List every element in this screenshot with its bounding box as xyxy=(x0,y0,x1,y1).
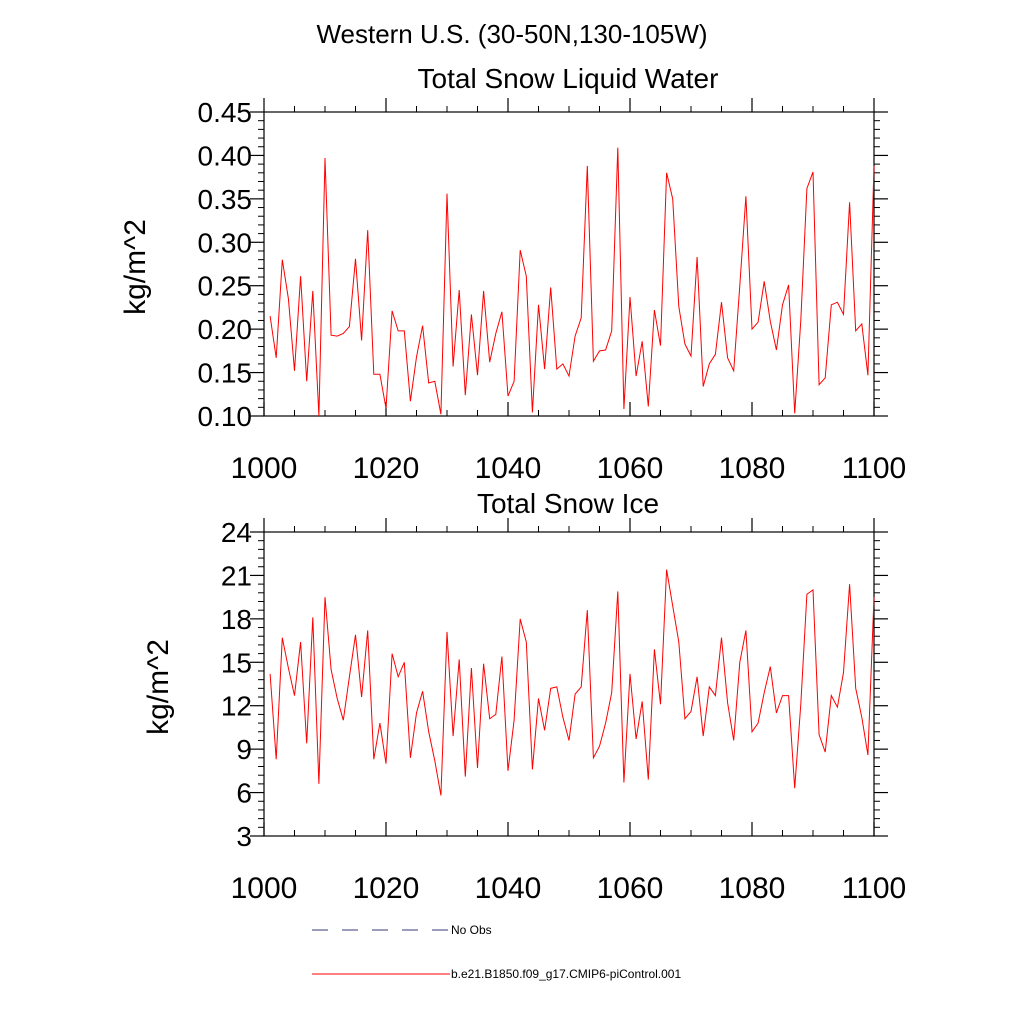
x-tick-label: 1100 xyxy=(842,872,907,905)
legend-label-model: b.e21.B1850.f09_g17.CMIP6-piControl.001 xyxy=(451,967,681,981)
y-tick-label: 3 xyxy=(236,821,252,852)
series-line-model xyxy=(269,147,875,417)
y-tick-label: 0.40 xyxy=(198,140,253,171)
y-tick-label: 0.25 xyxy=(198,271,253,302)
x-tick-label: 1040 xyxy=(475,452,542,485)
y-tick-label: 12 xyxy=(221,691,252,722)
y-tick-label: 0.15 xyxy=(198,358,253,389)
y-tick-label: 9 xyxy=(236,734,252,765)
x-tick-label: 1000 xyxy=(231,452,298,485)
snow-ice-panel: Total Snow Ice kg/m^2 1000 1020 1040 1060 10… xyxy=(142,488,906,905)
x-tick-label: 1020 xyxy=(353,452,420,485)
y-tick-label: 6 xyxy=(236,778,252,809)
snow-liquid-water-panel: Total Snow Liquid Water kg/m^2 1000 1020 1… xyxy=(119,63,906,485)
y-tick-label: 21 xyxy=(221,560,252,591)
x-tick-label: 1020 xyxy=(353,872,420,905)
x-tick-label: 1080 xyxy=(719,872,786,905)
axis-ticks xyxy=(250,98,888,417)
series-group xyxy=(269,569,875,796)
plot-frame xyxy=(263,531,875,837)
x-tick-label: 1100 xyxy=(842,452,907,485)
y-axis-label: kg/m^2 xyxy=(142,639,175,735)
panel-title: Total Snow Liquid Water xyxy=(418,63,719,94)
legend-label-no-obs: No Obs xyxy=(451,923,492,937)
x-tick-label: 1080 xyxy=(719,452,786,485)
y-tick-label: 0.20 xyxy=(198,314,253,345)
y-tick-label: 0.30 xyxy=(198,227,253,258)
axis-tick-labels: 1000 1020 1040 1060 1080 1100 3 6 9 12 15 18 21 24 xyxy=(221,517,906,905)
y-tick-label: 0.45 xyxy=(198,97,253,128)
y-axis-label: kg/m^2 xyxy=(119,219,152,315)
legend: No Obs b.e21.B1850.f09_g17.CMIP6-piContr… xyxy=(312,923,681,981)
panel-title: Total Snow Ice xyxy=(477,488,659,519)
y-tick-label: 24 xyxy=(221,517,252,548)
x-tick-label: 1060 xyxy=(597,452,664,485)
x-tick-label: 1040 xyxy=(475,872,542,905)
axis-ticks xyxy=(250,518,888,837)
x-tick-label: 1000 xyxy=(231,872,298,905)
axis-tick-labels: 1000 1020 1040 1060 1080 1100 0.10 0.15 0.20 0.25… xyxy=(198,97,907,485)
figure-suptitle: Western U.S. (30-50N,130-105W) xyxy=(316,19,707,49)
y-tick-label: 0.10 xyxy=(198,401,253,432)
y-tick-label: 15 xyxy=(221,647,252,678)
series-line-model xyxy=(269,569,875,796)
y-tick-label: 18 xyxy=(221,604,252,635)
x-tick-label: 1060 xyxy=(597,872,664,905)
series-group xyxy=(269,147,875,417)
y-tick-label: 0.35 xyxy=(198,184,253,215)
